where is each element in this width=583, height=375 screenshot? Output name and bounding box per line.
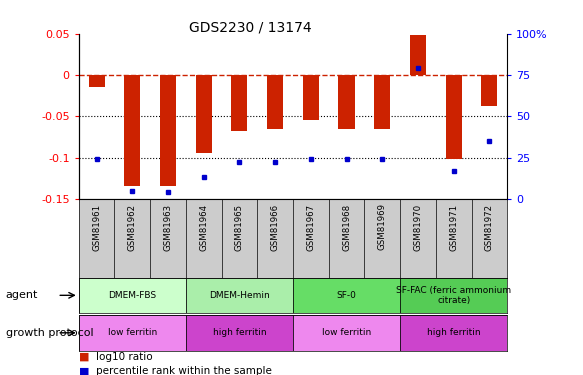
Bar <box>374 75 390 129</box>
Text: GSM81971: GSM81971 <box>449 204 458 251</box>
Text: GSM81965: GSM81965 <box>235 204 244 251</box>
Bar <box>339 75 354 129</box>
Text: GSM81970: GSM81970 <box>413 204 423 251</box>
Bar <box>89 75 104 87</box>
Text: DMEM-Hemin: DMEM-Hemin <box>209 291 270 300</box>
Bar <box>79 315 186 351</box>
Text: GSM81968: GSM81968 <box>342 204 351 251</box>
Bar <box>160 75 176 186</box>
Text: ■: ■ <box>79 352 89 362</box>
Text: SF-0: SF-0 <box>336 291 356 300</box>
Text: low ferritin: low ferritin <box>108 328 157 338</box>
Text: GSM81963: GSM81963 <box>163 204 173 251</box>
Bar <box>303 75 319 120</box>
Bar <box>124 75 141 186</box>
Bar <box>293 278 400 313</box>
Text: percentile rank within the sample: percentile rank within the sample <box>96 366 272 375</box>
Text: GSM81972: GSM81972 <box>485 204 494 251</box>
Text: ■: ■ <box>79 366 89 375</box>
Text: SF-FAC (ferric ammonium
citrate): SF-FAC (ferric ammonium citrate) <box>396 286 511 305</box>
Text: agent: agent <box>6 290 38 300</box>
Bar <box>186 278 293 313</box>
Text: DMEM-FBS: DMEM-FBS <box>108 291 156 300</box>
Text: high ferritin: high ferritin <box>427 328 480 338</box>
Bar <box>231 75 247 131</box>
Bar <box>400 278 507 313</box>
Text: GSM81962: GSM81962 <box>128 204 137 251</box>
Text: GSM81961: GSM81961 <box>92 204 101 251</box>
Bar <box>400 315 507 351</box>
Text: log10 ratio: log10 ratio <box>96 352 153 362</box>
Bar <box>410 35 426 75</box>
Text: GSM81966: GSM81966 <box>271 204 280 251</box>
Text: GSM81964: GSM81964 <box>199 204 208 251</box>
Bar <box>196 75 212 153</box>
Bar <box>267 75 283 129</box>
Text: GSM81967: GSM81967 <box>306 204 315 251</box>
Text: high ferritin: high ferritin <box>213 328 266 338</box>
Bar <box>445 75 462 159</box>
Text: GSM81969: GSM81969 <box>378 204 387 251</box>
Bar <box>482 75 497 106</box>
Bar <box>186 315 293 351</box>
Bar <box>79 278 186 313</box>
Text: low ferritin: low ferritin <box>322 328 371 338</box>
Text: GDS2230 / 13174: GDS2230 / 13174 <box>189 21 312 34</box>
Bar <box>293 315 400 351</box>
Text: growth protocol: growth protocol <box>6 328 93 338</box>
